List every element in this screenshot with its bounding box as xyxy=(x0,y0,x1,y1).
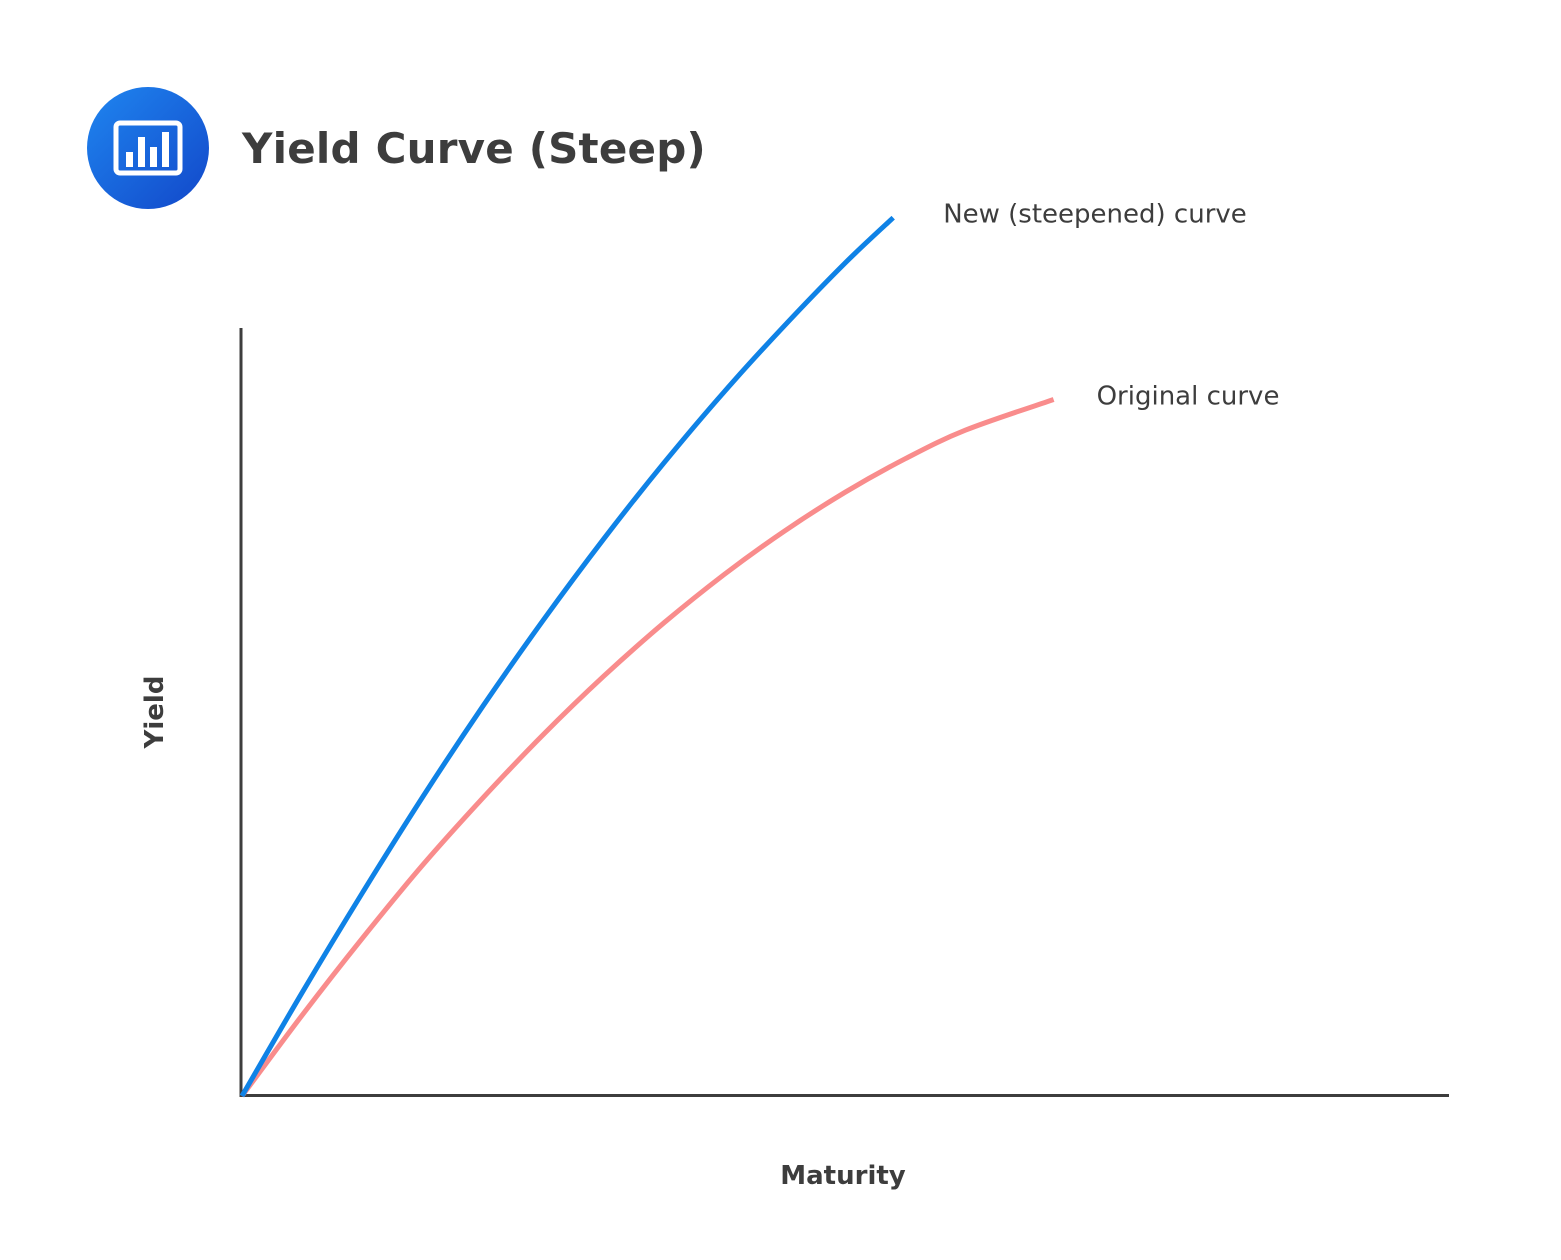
series-line-original-curve xyxy=(239,397,1055,1098)
series-line-new-steepened-curve xyxy=(239,215,895,1098)
series-label-original-curve: Original curve xyxy=(1097,382,1280,412)
bar-chart-icon xyxy=(87,87,209,209)
bar-chart-icon-glyph xyxy=(113,120,183,176)
series-label-new-steepened-curve: New (steepened) curve xyxy=(943,200,1247,230)
chart-header: Yield Curve (Steep) xyxy=(87,87,706,209)
series-layer xyxy=(239,215,1055,1098)
series-label-layer: Original curve New (steepened) curve xyxy=(943,200,1279,412)
chart-title: Yield Curve (Steep) xyxy=(242,123,706,173)
x-axis-label: Maturity xyxy=(780,1161,906,1191)
y-axis-label: Yield xyxy=(140,676,170,750)
chart-axes xyxy=(239,328,1449,1097)
